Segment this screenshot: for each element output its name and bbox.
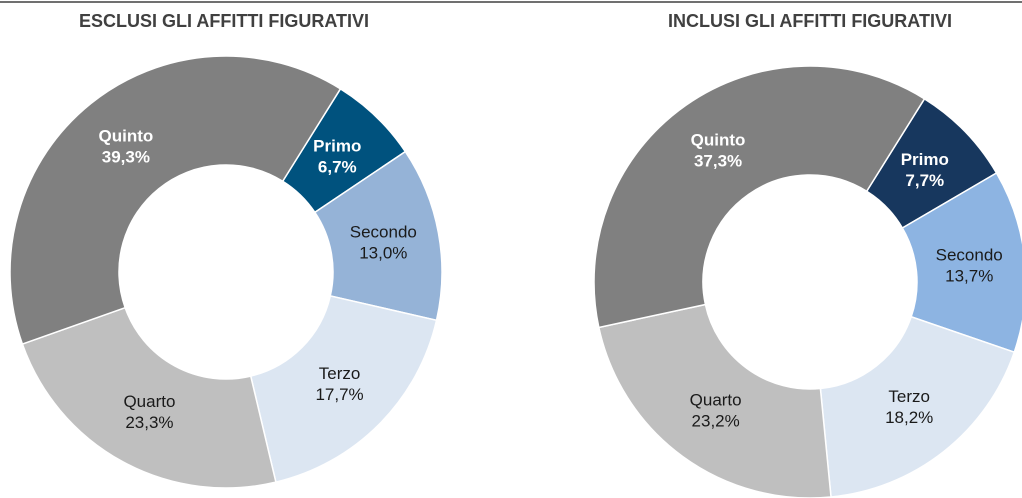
slice-label: Quinto (691, 131, 746, 150)
slice-label: Quarto (123, 392, 175, 411)
slice-label: Quinto (98, 127, 153, 146)
value-label: 37,3% (694, 152, 742, 171)
donut-slice (9, 55, 342, 345)
slice-label: Quarto (690, 391, 742, 410)
value-label: 7,7% (905, 171, 944, 190)
donut-slice (597, 303, 832, 498)
value-label: 13,0% (359, 243, 407, 262)
slice-label: Secondo (936, 246, 1003, 265)
slice-label: Secondo (350, 222, 417, 241)
chart-title: INCLUSI GLI AFFITTI FIGURATIVI (668, 11, 952, 31)
donut-slice (249, 295, 438, 484)
slice-label: Primo (901, 150, 949, 169)
slice-label: Terzo (319, 364, 361, 383)
value-label: 17,7% (315, 385, 363, 404)
value-label: 39,3% (102, 148, 150, 167)
slice-label: Terzo (888, 387, 930, 406)
slice-label: Primo (313, 137, 361, 156)
value-label: 13,7% (945, 267, 993, 286)
donut-slice (901, 171, 1022, 354)
donut-slice (593, 65, 926, 329)
donut-slice (819, 315, 1016, 498)
chart-title: ESCLUSI GLI AFFITTI FIGURATIVI (79, 11, 369, 31)
value-label: 6,7% (318, 158, 357, 177)
value-label: 18,2% (885, 408, 933, 427)
value-label: 23,2% (692, 412, 740, 431)
value-label: 23,3% (125, 413, 173, 432)
donut-slice (21, 306, 277, 489)
